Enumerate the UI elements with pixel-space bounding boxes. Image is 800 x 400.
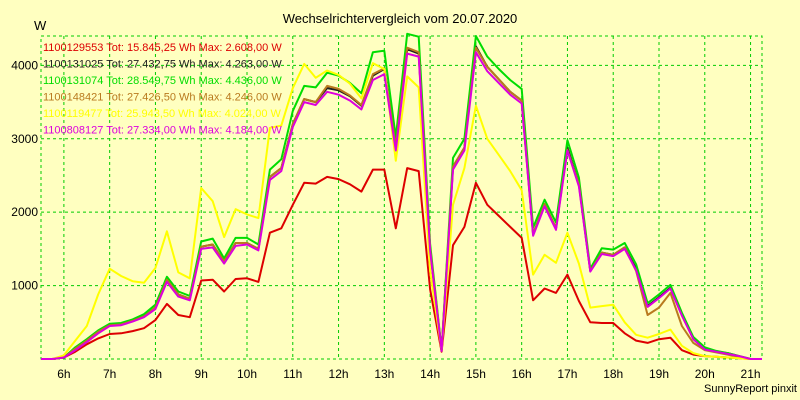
x-tick-label: 11h xyxy=(283,367,302,381)
series-line-3 xyxy=(41,32,762,360)
x-tick-label: 20h xyxy=(695,367,715,381)
x-tick-label: 14h xyxy=(420,367,440,381)
x-tick-label: 6h xyxy=(57,367,70,381)
x-tick-label: 12h xyxy=(329,367,349,381)
axis-layer: 6h 7h 8h 9h 10h 11h 12h 13h 14h 15h 16h 17h 18h 19h 20… xyxy=(11,58,760,381)
y-tick-label: 2000 xyxy=(11,205,38,219)
x-tick-label: 8h xyxy=(149,367,162,381)
y-tick-label: 3000 xyxy=(11,132,38,146)
series-line-6 xyxy=(41,51,762,360)
x-tick-label: 9h xyxy=(195,367,208,381)
legend-entry-2: 1100131025 Tot: 27.432,75 Wh Max: 4.263,… xyxy=(43,59,282,71)
legend: 1100129553 Tot: 15.845,25 Wh Max: 2.608,… xyxy=(43,42,282,137)
x-tick-label: 19h xyxy=(649,367,669,381)
y-axis-unit: W xyxy=(34,18,47,33)
x-tick-label: 17h xyxy=(557,367,577,381)
chart-title: Wechselrichtervergleich vom 20.07.2020 xyxy=(283,11,518,26)
x-tick-label: 21h xyxy=(741,367,761,381)
x-tick-label: 13h xyxy=(374,367,394,381)
y-tick-label: 4000 xyxy=(11,58,38,72)
plot-frame xyxy=(40,35,763,360)
x-tick-label: 10h xyxy=(237,367,257,381)
x-tick-label: 15h xyxy=(466,367,486,381)
legend-entry-3: 1100131074 Tot: 28.549,75 Wh Max: 4.436,… xyxy=(43,75,282,87)
series-layer xyxy=(41,32,762,360)
series-line-1 xyxy=(41,167,762,360)
legend-entry-4: 1100148421 Tot: 27.426,50 Wh Max: 4.246,… xyxy=(43,92,282,104)
credit-text: SunnyReport pinxit xyxy=(704,383,797,395)
legend-entry-1: 1100129553 Tot: 15.845,25 Wh Max: 2.608,… xyxy=(43,42,282,54)
legend-entry-6: 1100808127 Tot: 27.334,00 Wh Max: 4.184,… xyxy=(43,125,282,137)
x-tick-label: 18h xyxy=(603,367,623,381)
x-tick-label: 16h xyxy=(512,367,532,381)
y-tick-label: 1000 xyxy=(11,279,38,293)
legend-entry-5: 1100119477 Tot: 25.943,50 Wh Max: 4.024,… xyxy=(43,108,282,120)
series-line-5 xyxy=(41,62,762,360)
x-tick-label: 7h xyxy=(103,367,116,381)
